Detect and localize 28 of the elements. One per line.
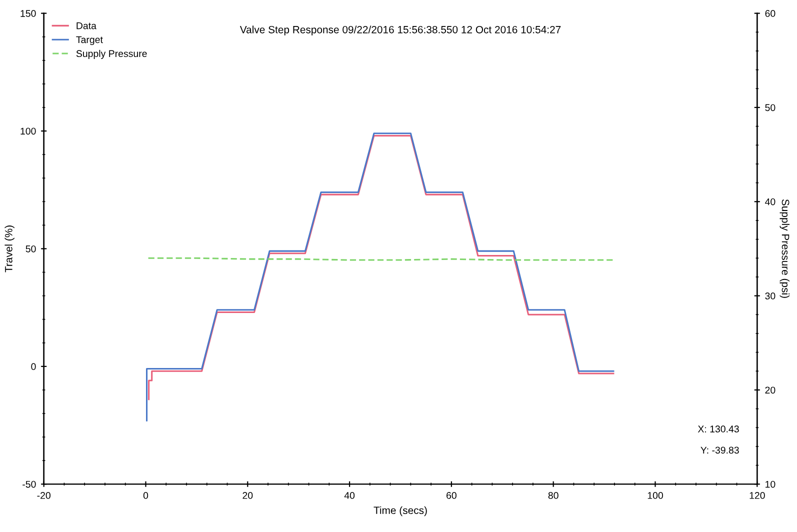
x-tick-label: 120 (750, 492, 765, 499)
x-tick-label: 40 (344, 492, 355, 499)
y-tick-label: 150 (20, 10, 36, 17)
y2-tick-label: 50 (765, 104, 776, 112)
x-axis-title: Time (secs) (374, 506, 427, 516)
y2-tick-label: 60 (765, 10, 776, 17)
y2-axis-title: Supply Pressure (psi) (780, 199, 790, 298)
annotation: Y: -39.83 (700, 446, 739, 454)
y2-tick-label: 20 (765, 386, 776, 394)
legend-label: Data (76, 22, 96, 30)
annotation: X: 130.43 (698, 426, 739, 432)
y-axis-title: Travel (%) (4, 226, 14, 272)
y-tick-label: 100 (20, 128, 36, 135)
x-tick-label: 100 (648, 492, 663, 499)
x-tick-label: 0 (143, 492, 148, 499)
y2-tick-label: 40 (765, 198, 776, 206)
x-tick-label: 80 (548, 492, 558, 499)
x-tick-label: 20 (242, 492, 253, 499)
y-tick-label: -50 (22, 480, 36, 488)
x-tick-label: 60 (446, 492, 456, 499)
y-tick-label: 50 (26, 245, 36, 252)
x-tick-label: -20 (37, 492, 50, 499)
text: Valve Step Response 09/22/2016 15:56:38.550 12 Oct 2016 10:54:27 (240, 26, 561, 36)
y2-tick-label: 10 (766, 480, 776, 488)
y2-tick-label: 30 (765, 292, 776, 300)
legend-label: Target (76, 36, 103, 46)
legend-label: Supply Pressure (76, 50, 147, 59)
y-tick-label: 0 (31, 363, 36, 370)
